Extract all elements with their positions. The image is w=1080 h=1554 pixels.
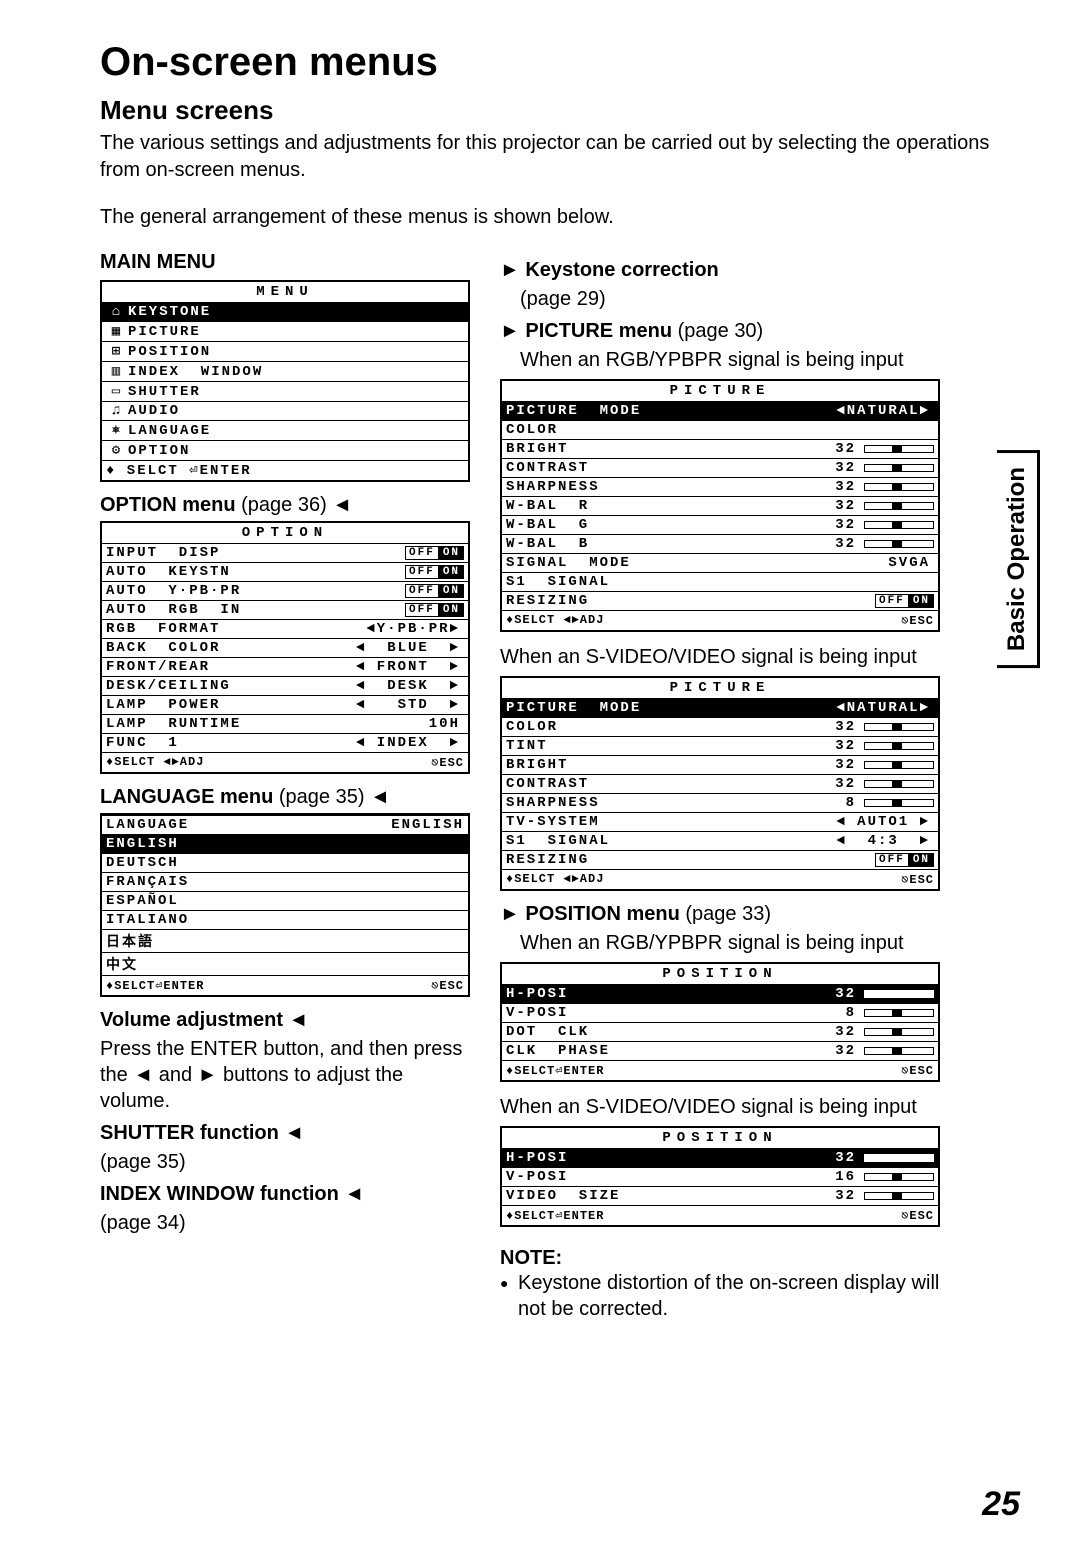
picture-menu2-header: PICTURE <box>502 678 938 698</box>
note-label: NOTE: <box>500 1247 940 1270</box>
note-body: Keystone distortion of the on-screen dis… <box>500 1270 940 1322</box>
osd-row: TINT32 <box>502 736 938 755</box>
osd-row: CLK PHASE32 <box>502 1041 938 1060</box>
osd-row: W-BAL R32 <box>502 496 938 515</box>
osd-row: PICTURE MODE◄NATURAL► <box>502 401 938 420</box>
intro-text-1: The various settings and adjustments for… <box>100 130 1020 184</box>
language-item: ITALIANO <box>102 910 468 929</box>
osd-row: SIGNAL MODESVGA <box>502 553 938 572</box>
language-menu-footer: ♦SELCT⏎ENTER ⎋ESC <box>102 975 468 995</box>
picture-menu-label: ► PICTURE menu (page 30) <box>500 320 940 343</box>
position-cond1: When an RGB/YPBPR signal is being input <box>500 930 940 956</box>
picture-cond1: When an RGB/YPBPR signal is being input <box>500 347 940 373</box>
osd-row: PICTURE MODE◄NATURAL► <box>502 698 938 717</box>
main-menu-item: ⌂KEYSTONE <box>102 302 468 321</box>
osd-row: SHARPNESS32 <box>502 477 938 496</box>
volume-label: Volume adjustment ◄ <box>100 1009 470 1032</box>
position-menu2-header: POSITION <box>502 1128 938 1148</box>
osd-row: FUNC 1◄ INDEX ► <box>102 733 468 752</box>
page-title: On-screen menus <box>100 40 1020 85</box>
main-menu-item: ♫AUDIO <box>102 401 468 420</box>
osd-row: AUTO Y·PB·PROFFON <box>102 581 468 600</box>
intro-text-2: The general arrangement of these menus i… <box>100 204 1020 231</box>
osd-row: RESIZINGOFFON <box>502 591 938 610</box>
index-window-label: INDEX WINDOW function ◄ <box>100 1183 470 1206</box>
osd-row: W-BAL B32 <box>502 534 938 553</box>
shutter-body: (page 35) <box>100 1149 470 1175</box>
main-menu-footer: ♦ SELCT ⏎ENTER <box>102 460 468 480</box>
osd-row: LAMP POWER◄ STD ► <box>102 695 468 714</box>
language-item: DEUTSCH <box>102 853 468 872</box>
keystone-label: ► Keystone correction <box>500 259 940 282</box>
language-menu-label: LANGUAGE menu (page 35) ◄ <box>100 786 470 809</box>
main-menu-item: ⎈LANGUAGE <box>102 420 468 440</box>
osd-row: V-POSI16 <box>502 1167 938 1186</box>
osd-row: DOT CLK32 <box>502 1022 938 1041</box>
osd-row: W-BAL G32 <box>502 515 938 534</box>
osd-row: BACK COLOR◄ BLUE ► <box>102 638 468 657</box>
osd-row: CONTRAST32 <box>502 774 938 793</box>
picture-menu2-osd: PICTURE PICTURE MODE◄NATURAL►COLOR32TINT… <box>500 676 940 891</box>
osd-row: BRIGHT32 <box>502 439 938 458</box>
osd-row: DESK/CEILING◄ DESK ► <box>102 676 468 695</box>
side-tab: Basic Operation <box>997 450 1040 668</box>
language-item: 日本語 <box>102 929 468 952</box>
main-menu-osd: MENU ⌂KEYSTONE▦PICTURE⊞POSITION▥INDEX WI… <box>100 280 470 482</box>
volume-body: Press the ENTER button, and then press t… <box>100 1036 470 1114</box>
main-menu-item: ⚙OPTION <box>102 440 468 460</box>
language-menu-header: LANGUAGE ENGLISH <box>102 815 468 834</box>
osd-row: H-POSI32 <box>502 984 938 1003</box>
option-menu-header: OPTION <box>102 523 468 543</box>
keystone-body: (page 29) <box>500 286 940 312</box>
main-menu-header: MENU <box>102 282 468 302</box>
position-menu2-osd: POSITION H-POSI32V-POSI16VIDEO SIZE32 ♦S… <box>500 1126 940 1227</box>
osd-row: S1 SIGNAL◄ 4:3 ► <box>502 831 938 850</box>
picture-menu2-footer: ♦SELCT ◄►ADJ ⎋ESC <box>502 869 938 889</box>
main-menu-item: ⊞POSITION <box>102 341 468 361</box>
position-menu1-footer: ♦SELCT⏎ENTER ⎋ESC <box>502 1060 938 1080</box>
osd-row: COLOR <box>502 420 938 439</box>
osd-row: INPUT DISPOFFON <box>102 543 468 562</box>
option-menu-footer: ♦SELCT ◄►ADJ ⎋ESC <box>102 752 468 772</box>
osd-row: RGB FORMAT◄Y·PB·PR► <box>102 619 468 638</box>
osd-row: BRIGHT32 <box>502 755 938 774</box>
language-item: ESPAÑOL <box>102 891 468 910</box>
index-window-body: (page 34) <box>100 1210 470 1236</box>
language-item: 中文 <box>102 952 468 975</box>
osd-row: V-POSI8 <box>502 1003 938 1022</box>
osd-row: COLOR32 <box>502 717 938 736</box>
osd-row: AUTO RGB INOFFON <box>102 600 468 619</box>
osd-row: RESIZINGOFFON <box>502 850 938 869</box>
picture-cond2: When an S-VIDEO/VIDEO signal is being in… <box>500 644 940 670</box>
language-item: ENGLISH <box>102 834 468 853</box>
picture-menu1-header: PICTURE <box>502 381 938 401</box>
osd-row: S1 SIGNAL <box>502 572 938 591</box>
main-menu-item: ▦PICTURE <box>102 321 468 341</box>
main-menu-item: ▭SHUTTER <box>102 381 468 401</box>
language-item: FRANÇAIS <box>102 872 468 891</box>
section-subtitle: Menu screens <box>100 95 1020 126</box>
page-number: 25 <box>982 1485 1020 1524</box>
position-menu1-osd: POSITION H-POSI32V-POSI8DOT CLK32CLK PHA… <box>500 962 940 1082</box>
osd-row: CONTRAST32 <box>502 458 938 477</box>
osd-row: TV-SYSTEM◄ AUTO1 ► <box>502 812 938 831</box>
osd-row: SHARPNESS8 <box>502 793 938 812</box>
main-menu-heading: MAIN MENU <box>100 251 470 274</box>
osd-row: FRONT/REAR◄ FRONT ► <box>102 657 468 676</box>
osd-row: H-POSI32 <box>502 1148 938 1167</box>
main-menu-item: ▥INDEX WINDOW <box>102 361 468 381</box>
option-menu-osd: OPTION INPUT DISPOFFONAUTO KEYSTNOFFONAU… <box>100 521 470 774</box>
osd-row: LAMP RUNTIME10H <box>102 714 468 733</box>
option-menu-label: OPTION menu (page 36) ◄ <box>100 494 470 517</box>
shutter-label: SHUTTER function ◄ <box>100 1122 470 1145</box>
language-menu-osd: LANGUAGE ENGLISH ENGLISHDEUTSCHFRANÇAISE… <box>100 813 470 997</box>
picture-menu1-footer: ♦SELCT ◄►ADJ ⎋ESC <box>502 610 938 630</box>
osd-row: AUTO KEYSTNOFFON <box>102 562 468 581</box>
position-menu1-header: POSITION <box>502 964 938 984</box>
position-menu2-footer: ♦SELCT⏎ENTER ⎋ESC <box>502 1205 938 1225</box>
position-menu-label: ► POSITION menu (page 33) <box>500 903 940 926</box>
picture-menu1-osd: PICTURE PICTURE MODE◄NATURAL►COLORBRIGHT… <box>500 379 940 632</box>
osd-row: VIDEO SIZE32 <box>502 1186 938 1205</box>
position-cond2: When an S-VIDEO/VIDEO signal is being in… <box>500 1094 940 1120</box>
